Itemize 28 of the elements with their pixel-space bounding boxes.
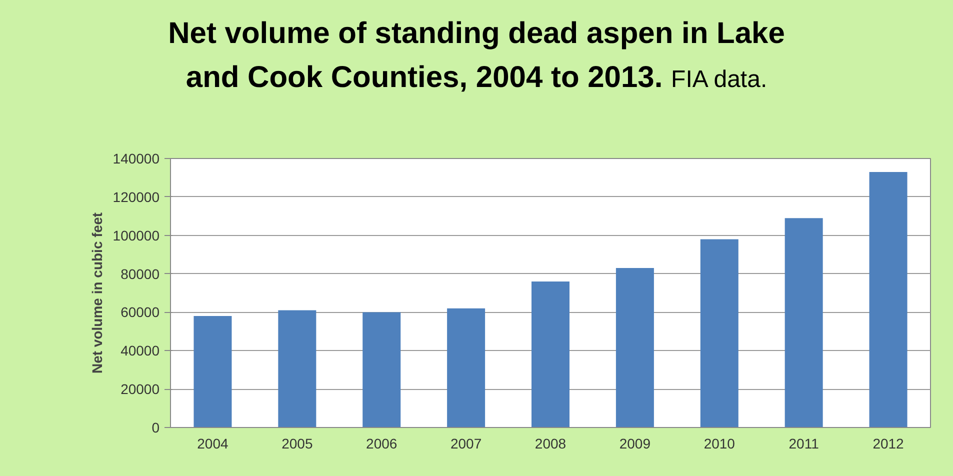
y-tick-label: 140000	[112, 150, 160, 166]
y-tick-label: 0	[152, 420, 160, 436]
x-tick-label: 2012	[872, 436, 904, 452]
y-tick-label: 40000	[120, 342, 160, 359]
bar	[447, 308, 486, 428]
x-tick-label: 2006	[366, 436, 398, 452]
y-tick-label: 120000	[112, 188, 160, 205]
x-tick-label: 2004	[197, 436, 229, 452]
bar	[362, 312, 401, 428]
y-tick-label: 60000	[120, 304, 160, 320]
bar	[532, 281, 570, 428]
x-tick-label: 2007	[450, 436, 482, 452]
bar	[616, 268, 654, 428]
x-tick-label: 2010	[704, 436, 736, 452]
x-tick-label: 2011	[788, 436, 820, 452]
bar	[869, 172, 908, 428]
y-axis-title: Net volume in cubic feet	[88, 212, 105, 374]
bar	[784, 218, 823, 428]
bar	[700, 239, 738, 428]
chart-subtitle: FIA data.	[671, 66, 768, 93]
y-tick-label: 20000	[120, 381, 160, 398]
bar	[194, 316, 232, 428]
y-tick-label: 100000	[112, 227, 160, 244]
bar	[278, 310, 316, 428]
x-tick-label: 2009	[619, 436, 651, 452]
x-tick-label: 2005	[282, 436, 313, 452]
x-tick-label: 2008	[534, 436, 566, 452]
y-tick-label: 80000	[120, 266, 160, 282]
